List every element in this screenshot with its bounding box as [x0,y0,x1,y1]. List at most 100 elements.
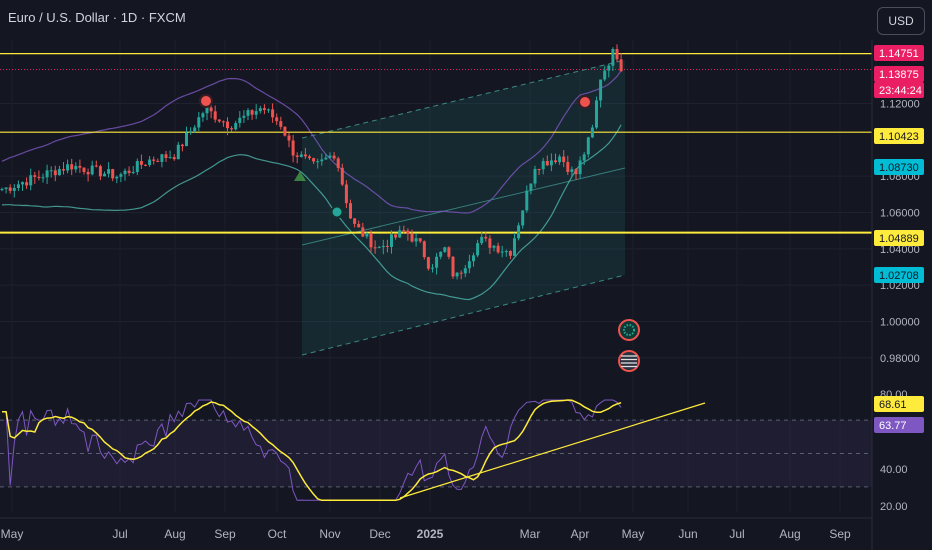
candle [443,247,447,252]
candle [316,161,320,163]
candle [504,251,508,253]
candle [131,172,135,174]
candle [25,182,29,186]
candle [156,160,160,162]
candle [607,65,611,71]
candle [513,238,516,256]
candle [275,117,279,122]
price-label-text: 1.04889 [879,233,919,245]
candle [62,169,65,171]
candle [353,218,357,224]
candle [180,144,184,147]
price-label-text: 1.10423 [879,131,919,143]
candle [369,232,373,248]
candle [12,188,16,191]
candle [164,154,168,158]
candle [267,109,270,111]
candle [328,155,332,158]
candle [152,159,156,161]
eu-flag-event-icon [618,319,640,341]
candle [90,165,94,175]
symbol-title: Euro / U.S. Dollar · 1D · FXCM [8,10,186,25]
time-tick-label: Jul [112,527,127,541]
price-label-tag [874,267,924,283]
candle [103,173,106,177]
candle [447,247,451,257]
candle [496,245,500,253]
rsi-trendline [399,402,706,499]
candle [459,272,463,274]
candle [238,117,242,124]
rsi-label-tag [874,396,924,412]
triangle-marker [294,171,306,181]
candle [119,174,123,177]
price-tick-label: 1.12000 [880,99,920,111]
candle [414,238,418,242]
time-tick-label: Mar [520,527,541,541]
rsi-signal-line [2,399,622,502]
candle [98,166,102,177]
candle [53,170,57,176]
candle [189,131,193,133]
candle [279,121,283,127]
candle [291,140,295,156]
candle [545,160,549,166]
time-tick-label: Aug [779,527,800,541]
candle [172,157,176,160]
candle [463,268,467,274]
candle [398,230,402,238]
currency-button[interactable]: USD [877,7,925,35]
candle [570,169,574,172]
candle [57,169,61,176]
time-tick-label: 2025 [417,527,444,541]
candle [262,108,266,111]
candle [390,234,393,247]
candle [472,255,475,262]
candle [250,110,254,115]
candle [4,187,8,189]
rsi-line [2,399,622,501]
candle [320,159,324,162]
candle [562,156,566,163]
candle [312,158,316,162]
candle [603,70,607,80]
candle [221,121,225,123]
price-label-text: 1.02708 [879,270,919,282]
candle [94,165,98,167]
us-flag-event-icon [618,350,640,372]
price-axis [872,40,932,550]
price-label-text: 23:44:24 [879,85,922,97]
candle [168,157,172,159]
candle [299,154,303,157]
candle [33,175,37,177]
candle [508,251,512,256]
candle [541,160,545,170]
candle [139,161,143,165]
rsi-tick-label: 40.00 [880,464,908,476]
candle [418,238,422,242]
candle [385,245,389,247]
candle [271,109,275,118]
candle [193,127,197,132]
candle [246,110,250,116]
lower-band [1,124,622,301]
candle [16,184,20,189]
candle [558,156,562,163]
candle [373,247,377,249]
candle [525,190,529,211]
candle [467,261,471,269]
price-tick-label: 1.02000 [880,280,920,292]
candle [0,188,4,190]
sell-signal-marker [199,94,213,108]
candle [8,187,12,191]
candle [394,234,398,238]
candle [357,223,361,228]
price-tick-label: 0.98000 [880,353,920,365]
candle [41,177,45,179]
candle [45,170,49,178]
buy-signal-marker [330,205,344,219]
candle [115,176,119,179]
candle [21,182,24,185]
candle [611,48,615,66]
